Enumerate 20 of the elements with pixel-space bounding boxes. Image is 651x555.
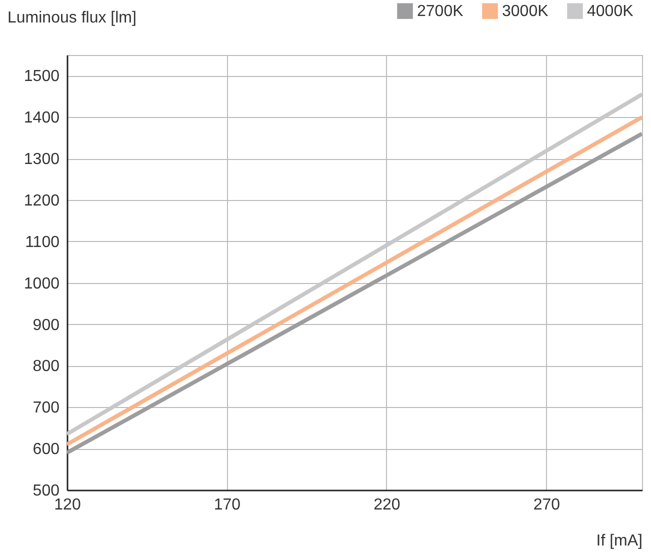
y-tick-label: 1500 [24,68,60,86]
y-tick-label: 500 [32,482,60,500]
x-axis-title: If [mA] [596,532,642,550]
legend-label: 2700K [417,3,464,20]
y-tick-label: 700 [32,400,60,417]
y-tick-label: 600 [32,441,60,458]
legend-label: 4000K [587,3,634,20]
y-tick-label: 1100 [25,234,60,251]
y-tick-label: 1000 [24,275,60,292]
y-tick-label: 1200 [24,192,60,210]
y-tick-label: 1400 [24,110,60,127]
x-tick-label: 120 [54,496,81,514]
y-tick-label: 1300 [24,151,60,168]
x-tick-label: 220 [374,496,400,514]
x-tick-label: 170 [214,496,241,514]
legend-label: 3000K [502,3,549,20]
y-axis-title: Luminous flux [lm] [8,10,136,26]
y-tick-label: 900 [32,316,60,334]
x-tick-label: 270 [533,496,560,514]
y-tick-label: 800 [32,358,60,376]
